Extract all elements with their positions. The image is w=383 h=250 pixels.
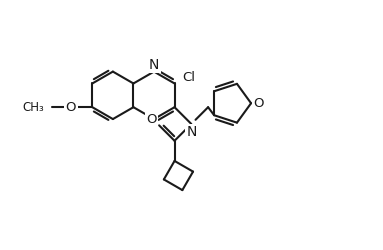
Text: O: O (146, 113, 156, 126)
Text: N: N (149, 58, 159, 72)
Text: N: N (186, 125, 196, 139)
Text: CH₃: CH₃ (23, 101, 44, 114)
Text: O: O (66, 101, 76, 114)
Text: Cl: Cl (182, 71, 195, 84)
Text: O: O (254, 97, 264, 110)
